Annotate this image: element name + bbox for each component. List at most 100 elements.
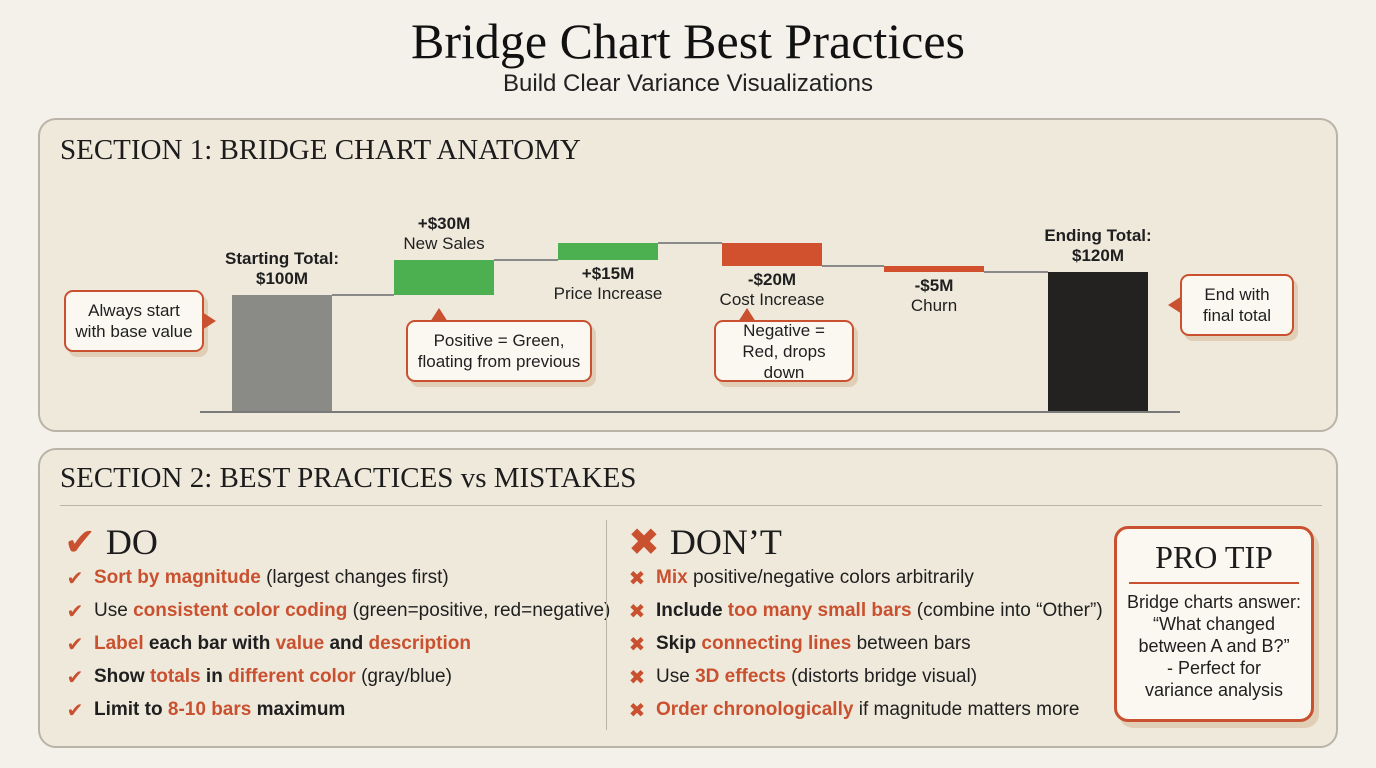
chart-category-label: New Sales xyxy=(403,234,485,254)
pro-tip-line: Bridge charts answer: xyxy=(1126,592,1302,612)
chart-bar-decrease-3 xyxy=(722,242,822,266)
pro-tip-line: “What changed xyxy=(1152,614,1276,634)
callout-negative-text: Negative = Red, drops down xyxy=(742,320,826,382)
cross-icon: ✖ xyxy=(628,599,646,623)
pro-tip-line: - Perfect for xyxy=(1166,658,1262,678)
cross-icon: ✖ xyxy=(628,520,660,564)
check-icon: ✔ xyxy=(66,566,84,590)
callout-start-text: Always start with base value xyxy=(75,301,193,341)
check-icon: ✔ xyxy=(66,698,84,722)
item-text: Use consistent color coding (green=posit… xyxy=(94,600,610,622)
item-text-segment: and xyxy=(324,633,369,654)
section1-title: SECTION 1: BRIDGE CHART ANATOMY xyxy=(60,134,581,166)
chart-bar-label: Starting Total: $100M xyxy=(225,249,339,289)
item-text: Show totals in different color (gray/blu… xyxy=(94,666,452,688)
item-text: Include too many small bars (combine int… xyxy=(656,600,1103,622)
chart-value-label: -$5M xyxy=(914,275,954,295)
item-text-segment: Mix xyxy=(656,567,688,588)
pro-tip-box: PRO TIP Bridge charts answer: “What chan… xyxy=(1114,526,1314,722)
item-text: Label each bar with value and descriptio… xyxy=(94,633,471,655)
chart-value-label: -$20M xyxy=(747,270,797,289)
dont-item: ✖ Mix positive/negative colors arbitraril… xyxy=(626,566,974,590)
chart-bar-label: +$15M Price Increase xyxy=(554,264,663,304)
item-text-segment: (combine into “Other”) xyxy=(911,600,1103,621)
item-text-segment: 3D effects xyxy=(695,666,786,687)
dont-item: ✖ Skip connecting lines between bars xyxy=(626,632,971,656)
section2-panel: SECTION 2: BEST PRACTICES vs MISTAKES ✔ … xyxy=(38,448,1338,748)
bridge-chart: Starting Total: $100M +$30M New Sales +$15M P… xyxy=(40,120,1336,430)
item-text-segment: in xyxy=(200,666,229,687)
chart-category-label: Price Increase xyxy=(553,284,663,304)
item-text-segment: 8-10 bars xyxy=(167,699,252,720)
callout-positive: Positive = Green, floating from previous xyxy=(406,308,592,382)
item-text-segment: (gray/blue) xyxy=(355,666,452,687)
chart-total-value: $120M xyxy=(1072,245,1124,265)
pro-tip-body: Bridge charts answer: “What changed betw… xyxy=(1123,591,1305,701)
pro-tip-title: PRO TIP xyxy=(1155,539,1273,575)
pro-tip-line: between A and B?” xyxy=(1138,636,1290,656)
item-text-segment: if magnitude matters more xyxy=(853,699,1080,720)
dont-item: ✖ Order chronologically if magnitude matt… xyxy=(626,698,1080,722)
item-text: Limit to 8-10 bars maximum xyxy=(94,699,345,721)
callout-positive-text: Positive = Green, floating from previous xyxy=(417,331,581,371)
check-icon: ✔ xyxy=(64,520,96,564)
dont-item: ✖ Use 3D effects (distorts bridge visual) xyxy=(626,665,977,689)
chart-value-label: +$15M xyxy=(581,264,635,284)
item-text-segment: Limit to xyxy=(94,699,168,720)
item-text: Order chronologically if magnitude matte… xyxy=(656,699,1079,721)
chart-bar-decrease-4 xyxy=(884,266,984,272)
item-text-segment: totals xyxy=(149,666,201,687)
chart-connector xyxy=(658,241,722,244)
do-item: ✔ Use consistent color coding (green=posi… xyxy=(64,599,611,623)
chart-bar-label: -$20M Cost Increase xyxy=(720,270,825,310)
item-text-segment: maximum xyxy=(251,699,346,720)
chart-category-label: Churn xyxy=(910,295,958,315)
chart-bar-total-5 xyxy=(1048,271,1148,411)
section2-title: SECTION 2: BEST PRACTICES vs MISTAKES xyxy=(60,462,637,494)
callout-start: Always start with base value xyxy=(64,290,216,352)
callout-end: End with final total xyxy=(1168,274,1294,336)
callout-negative: Negative = Red, drops down xyxy=(714,308,854,382)
chart-bar-total-0 xyxy=(232,295,332,411)
item-text-segment: positive/negative colors arbitrarily xyxy=(687,567,974,588)
callout-end-text: End with final total xyxy=(1202,285,1272,325)
item-text-segment: different color xyxy=(228,666,356,687)
page-title: Bridge Chart Best Practices xyxy=(410,13,966,69)
chart-value-label: Starting Total: xyxy=(225,249,339,268)
item-text-segment: Use xyxy=(94,600,134,621)
chart-value-label: Ending Total: xyxy=(1044,225,1152,245)
chart-connector xyxy=(494,259,558,262)
item-text-segment: Skip xyxy=(656,633,702,654)
cross-icon: ✖ xyxy=(628,566,646,590)
item-text-segment: Use xyxy=(656,666,696,687)
item-text-segment: description xyxy=(368,633,471,654)
do-item: ✔ Show totals in different color (gray/bl… xyxy=(64,665,452,689)
dont-heading-label: DON’T xyxy=(669,522,782,562)
dont-heading: ✖ DON’T xyxy=(628,520,782,564)
item-text-segment: each bar with xyxy=(143,633,276,654)
cross-icon: ✖ xyxy=(628,665,646,689)
item-text-segment: Order chronologically xyxy=(656,699,854,720)
check-icon: ✔ xyxy=(66,599,84,623)
section2-divider xyxy=(60,505,1322,506)
do-item: ✔ Limit to 8-10 bars maximum xyxy=(64,698,346,722)
pro-tip-divider xyxy=(1129,582,1299,584)
chart-bar-label: +$30M New Sales xyxy=(403,214,484,254)
item-text-segment: (largest changes first) xyxy=(260,567,449,588)
chart-bar-increase-2 xyxy=(558,242,658,261)
do-item: ✔ Label each bar with value and descripti… xyxy=(64,632,471,656)
pro-tip-line: variance analysis xyxy=(1144,680,1284,700)
item-text-segment: Include xyxy=(656,600,728,621)
item-text-segment: consistent color coding xyxy=(133,600,348,621)
do-item: ✔ Sort by magnitude (largest changes firs… xyxy=(64,566,449,590)
item-text-segment: Sort by magnitude xyxy=(94,567,261,588)
item-text-segment: Label xyxy=(94,633,144,654)
section1-panel: SECTION 1: BRIDGE CHART ANATOMY Starting… xyxy=(38,118,1338,432)
item-text-segment: value xyxy=(275,633,325,654)
item-text-segment: connecting lines xyxy=(701,633,852,654)
check-icon: ✔ xyxy=(66,632,84,656)
item-text-segment: Show xyxy=(94,666,150,687)
item-text-segment: too many small bars xyxy=(727,600,912,621)
chart-bar-label: -$5M Churn xyxy=(911,276,957,316)
item-text-segment: (distorts bridge visual) xyxy=(785,666,978,687)
